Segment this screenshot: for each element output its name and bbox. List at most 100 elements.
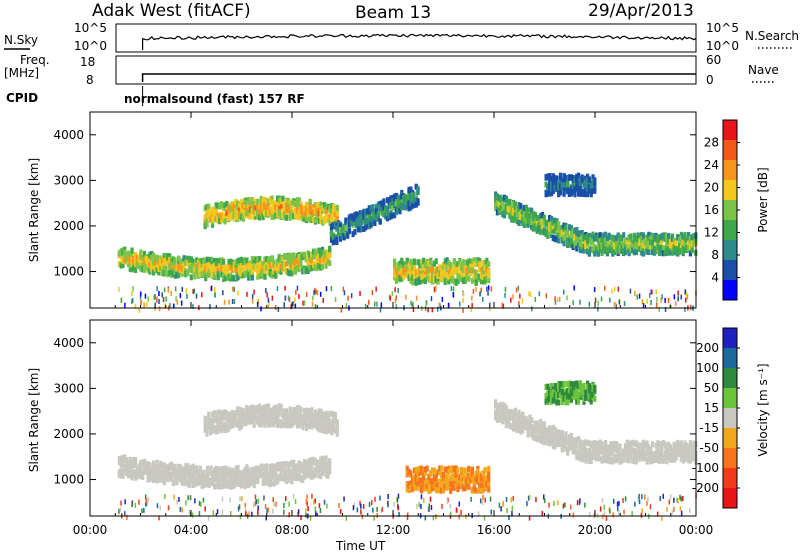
power-noise-cell	[687, 294, 689, 299]
power-noise-cell	[416, 296, 418, 301]
power-noise-cell	[647, 299, 649, 304]
power-noise-cell	[664, 298, 666, 303]
power-noise-cell	[491, 287, 493, 292]
power-echo-cell	[559, 173, 562, 179]
power-noise-cell	[557, 298, 559, 303]
nsky-tick-low: 10^0	[74, 39, 107, 53]
power-echo-cell	[593, 177, 596, 183]
power-echo-cell	[519, 203, 522, 209]
power-noise-cell	[482, 297, 484, 302]
power-echo-cell	[330, 217, 333, 223]
power-noise-cell	[214, 292, 216, 297]
velocity-echo-cell	[467, 466, 470, 472]
y-tick-label: 1000	[53, 265, 84, 279]
power-noise-cell	[595, 298, 597, 303]
power-echo-cell	[566, 181, 569, 187]
power-echo-cell	[393, 260, 396, 266]
velocity-echoes	[118, 380, 698, 521]
echo-region-3	[393, 257, 490, 286]
power-echo-cell	[431, 266, 434, 272]
echo-region-4	[494, 191, 697, 256]
power-echo-cell	[336, 205, 339, 211]
velocity-echo-cell	[336, 423, 339, 429]
power-noise-cell	[268, 298, 270, 303]
power-noise-cell	[522, 299, 524, 304]
power-noise-cell	[146, 302, 148, 307]
power-noise-cell	[294, 298, 296, 303]
power-noise-cell	[192, 289, 194, 294]
power-noise-cell	[140, 300, 142, 305]
power-echo-cell	[416, 189, 419, 195]
power-noise-cell	[463, 292, 465, 297]
power-noise-cell	[412, 302, 414, 307]
colorbar-segment	[723, 200, 737, 221]
power-noise-cell	[284, 286, 286, 291]
power-noise-cell	[394, 287, 396, 292]
power-noise-cell	[156, 286, 158, 291]
power-noise-cell	[690, 305, 692, 310]
freq-unit-label: [MHz]	[4, 66, 39, 80]
power-noise-cell	[169, 303, 171, 308]
power-noise-cell	[171, 291, 173, 296]
velocity-echo-cell	[409, 470, 412, 476]
velocity-echo-cell	[175, 479, 178, 485]
velocity-echo-cell	[487, 476, 490, 482]
power-noise-cell	[320, 292, 322, 297]
power-echo-cell	[263, 274, 266, 280]
power-noise-cell	[368, 300, 370, 305]
power-echo-cell	[217, 274, 220, 280]
power-noise-cell	[374, 302, 376, 307]
power-noise-cell	[488, 285, 490, 290]
power-noise-cell	[434, 287, 436, 292]
power-noise-cell	[177, 300, 179, 305]
power-noise-cell	[285, 296, 287, 301]
power-echo-cell	[508, 199, 511, 205]
power-echo-cell	[348, 228, 351, 234]
power-noise-cell	[442, 297, 444, 302]
power-noise-cell	[459, 302, 461, 307]
power-noise-cell	[677, 291, 679, 296]
power-noise-cell	[312, 296, 314, 301]
power-ylabel: Slant Range [km]	[27, 158, 41, 262]
power-noise-cell	[614, 302, 616, 307]
colorbar-tick-label: 28	[704, 136, 719, 150]
power-noise-cell	[351, 293, 353, 298]
velocity-echo-cell	[651, 441, 654, 447]
cpid-value: normalsound (fast) 157 RF	[124, 92, 305, 106]
power-noise-cell	[624, 301, 626, 306]
power-noise-cell	[180, 293, 182, 298]
power-noise-cell	[304, 300, 306, 305]
power-noise-cell	[165, 297, 167, 302]
power-noise-cell	[343, 287, 345, 292]
power-noise-cell	[211, 286, 213, 291]
beam-label: Beam 13	[355, 3, 431, 23]
power-noise-cell	[306, 292, 308, 297]
echo-region-1	[204, 196, 339, 230]
power-noise-cell	[265, 288, 267, 293]
power-noise-cell	[597, 301, 599, 306]
power-noise-cell	[685, 298, 687, 303]
power-echo-cell	[629, 234, 632, 240]
power-noise-cell	[437, 307, 439, 312]
power-noise-cell	[604, 286, 606, 291]
power-noise-cell	[398, 288, 400, 293]
power-echo-cell	[462, 259, 465, 265]
power-noise-cell	[182, 287, 184, 292]
power-noise-cell	[668, 298, 670, 303]
power-echo-cell	[467, 276, 470, 282]
power-noise-cell	[237, 290, 239, 295]
power-noise-cell	[618, 287, 620, 292]
power-noise-cell	[132, 298, 134, 303]
power-noise-cell	[392, 291, 394, 296]
date-label: 29/Apr/2013	[588, 1, 694, 21]
power-echo-cell	[413, 259, 416, 265]
power-noise-cell	[489, 303, 491, 308]
velocity-echo-cell	[186, 465, 189, 471]
power-noise-cell	[284, 302, 286, 307]
power-noise-cell	[154, 295, 156, 300]
power-noise-cell	[642, 299, 644, 304]
power-noise-cell	[448, 303, 450, 308]
power-noise-cell	[168, 288, 170, 293]
power-echo-cell	[328, 260, 331, 266]
